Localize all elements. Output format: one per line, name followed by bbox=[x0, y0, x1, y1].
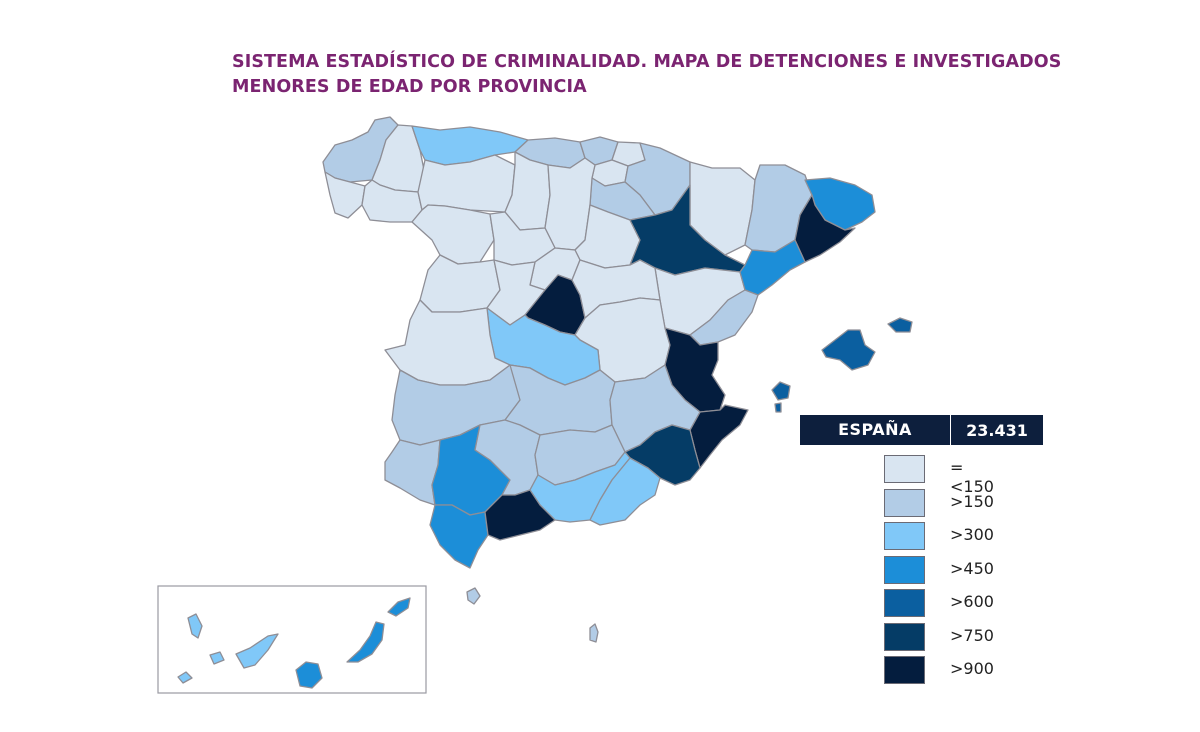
province-malaga[interactable] bbox=[484, 489, 556, 541]
province-huelva[interactable] bbox=[384, 439, 441, 506]
legend-swatch bbox=[884, 555, 925, 584]
province-leon[interactable] bbox=[417, 154, 516, 213]
map-title-line-1: SISTEMA ESTADÍSTICO DE CRIMINALIDAD. MAP… bbox=[232, 52, 1062, 72]
legend-swatch bbox=[884, 488, 925, 517]
map-title-line-2: MENORES DE EDAD POR PROVINCIA bbox=[232, 77, 587, 97]
legend-label: >150 bbox=[950, 491, 994, 511]
province-illes-balears-ibiza[interactable] bbox=[771, 381, 791, 401]
legend-label: >900 bbox=[950, 659, 994, 678]
island-lanzarote[interactable] bbox=[387, 597, 411, 617]
spain-total-divider bbox=[950, 415, 951, 445]
province-cadiz[interactable] bbox=[429, 504, 489, 569]
legend-label: >600 bbox=[950, 592, 994, 611]
island-gran-canaria[interactable] bbox=[295, 661, 323, 689]
province-illes-balears-menorca[interactable] bbox=[887, 317, 913, 333]
province-zamora[interactable] bbox=[411, 204, 495, 265]
province-salamanca[interactable] bbox=[419, 254, 501, 313]
legend-swatch bbox=[884, 455, 925, 483]
spain-total-label: ESPAÑA bbox=[838, 420, 912, 439]
legend-swatch bbox=[884, 522, 925, 550]
legend-label: =<150 bbox=[950, 458, 994, 496]
spain-total-box: ESPAÑA 23.431 bbox=[800, 415, 1043, 445]
province-tarragona[interactable] bbox=[739, 239, 806, 296]
island-la-palma[interactable] bbox=[187, 613, 203, 639]
province-illes-balears-mallorca[interactable] bbox=[821, 329, 876, 371]
legend-swatch bbox=[884, 589, 925, 617]
island-el-hierro[interactable] bbox=[177, 671, 193, 684]
island-fuerteventura[interactable] bbox=[346, 621, 385, 663]
legend-label: >300 bbox=[950, 525, 994, 544]
island-tenerife[interactable] bbox=[235, 633, 279, 669]
province-castellon[interactable] bbox=[689, 289, 759, 346]
legend-swatch bbox=[884, 656, 925, 684]
province-barcelona[interactable] bbox=[794, 194, 856, 263]
canarias-inset-frame bbox=[157, 585, 427, 694]
legend-swatch bbox=[884, 622, 925, 651]
map-title: SISTEMA ESTADÍSTICO DE CRIMINALIDAD. MAP… bbox=[232, 50, 1062, 100]
legend-label: >450 bbox=[950, 558, 994, 578]
province-ceuta[interactable] bbox=[466, 587, 481, 605]
legend-label: >750 bbox=[950, 625, 994, 645]
province-almeria[interactable] bbox=[589, 457, 661, 526]
spain-total-value: 23.431 bbox=[966, 421, 1028, 440]
province-illes-balears-formentera[interactable] bbox=[774, 402, 782, 413]
province-asturias[interactable] bbox=[411, 125, 529, 166]
province-melilla[interactable] bbox=[589, 623, 599, 643]
island-la-gomera[interactable] bbox=[209, 651, 225, 665]
